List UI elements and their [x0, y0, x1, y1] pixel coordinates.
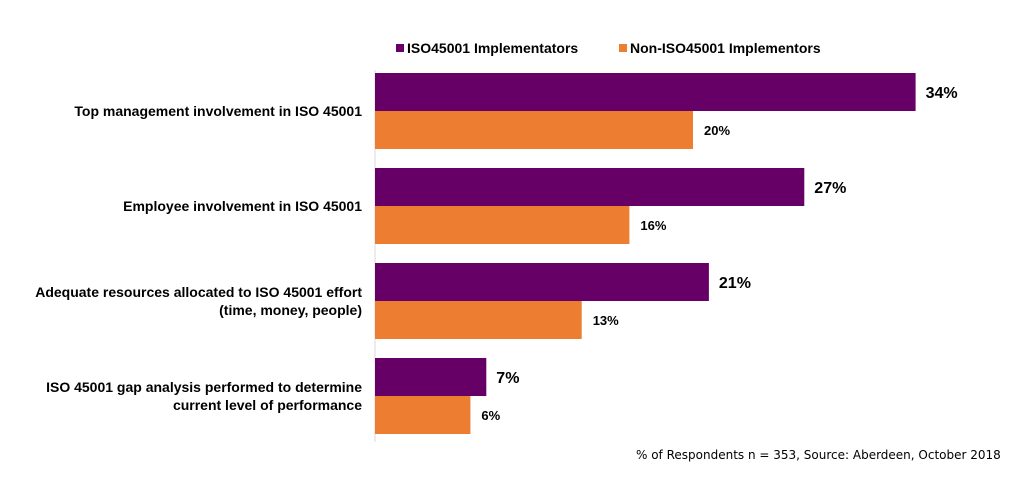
data-label: 20%: [704, 123, 730, 138]
category-label: Top management involvement in ISO 45001: [74, 103, 362, 119]
legend-label: Non-ISO45001 Implementors: [630, 40, 821, 56]
data-label: 27%: [814, 180, 846, 197]
data-label: 7%: [496, 370, 519, 387]
legend-label: ISO45001 Implementators: [407, 40, 578, 56]
source-footnote: % of Respondents n = 353, Source: Aberde…: [636, 448, 1001, 462]
bar: [375, 301, 582, 339]
bar: [375, 396, 471, 434]
data-label: 21%: [719, 275, 751, 292]
data-label: 16%: [640, 218, 666, 233]
bar: [375, 263, 709, 301]
category-label: current level of performance: [173, 397, 362, 413]
bar: [375, 358, 487, 396]
data-label: 6%: [481, 408, 500, 423]
bar: [375, 111, 693, 149]
category-label: Adequate resources allocated to ISO 4500…: [35, 284, 362, 300]
bar: [375, 168, 805, 206]
legend-swatch: [396, 44, 404, 52]
data-label: 34%: [926, 85, 958, 102]
category-label: (time, money, people): [219, 302, 362, 318]
bar: [375, 73, 916, 111]
bar: [375, 206, 630, 244]
category-label: ISO 45001 gap analysis performed to dete…: [46, 379, 362, 395]
data-label: 13%: [593, 313, 619, 328]
category-label: Employee involvement in ISO 45001: [123, 198, 362, 214]
legend-swatch: [619, 44, 627, 52]
